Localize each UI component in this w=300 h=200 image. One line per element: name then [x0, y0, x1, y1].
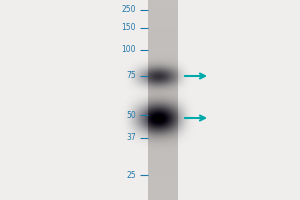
Text: 37: 37	[126, 134, 136, 142]
Text: 100: 100	[122, 46, 136, 54]
Text: 25: 25	[126, 170, 136, 180]
Text: 150: 150	[122, 23, 136, 32]
Text: 250: 250	[122, 5, 136, 15]
Text: 75: 75	[126, 72, 136, 80]
Text: 50: 50	[126, 110, 136, 119]
